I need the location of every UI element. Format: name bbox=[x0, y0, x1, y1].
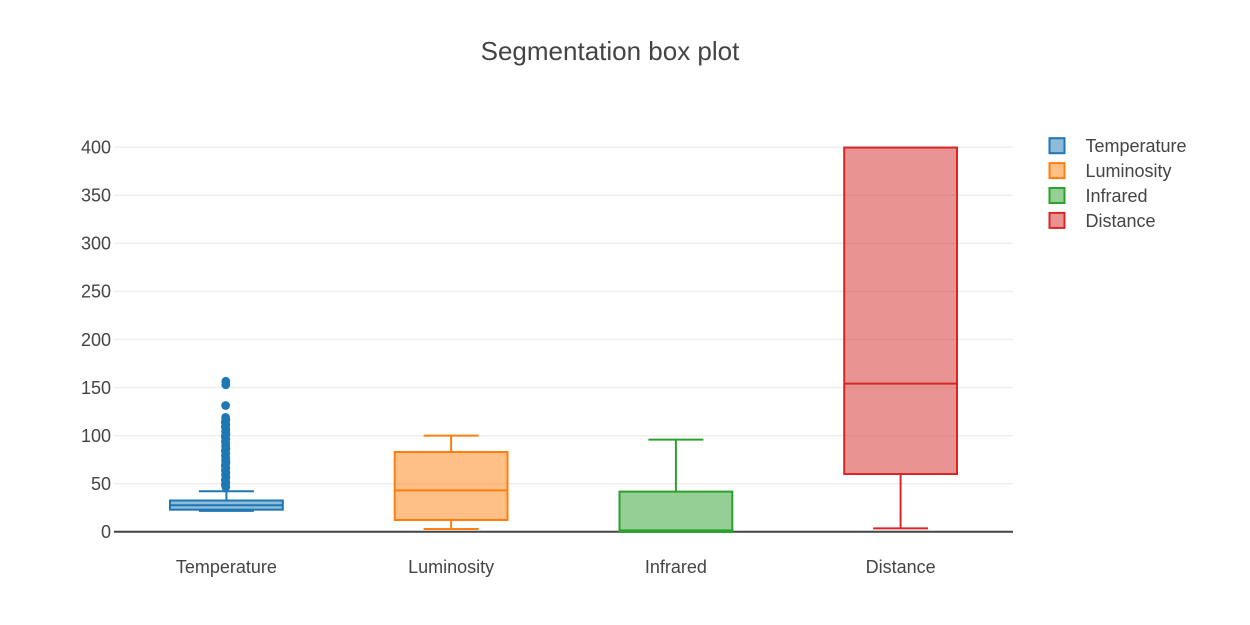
svg-text:300: 300 bbox=[81, 234, 111, 254]
svg-text:250: 250 bbox=[81, 282, 111, 302]
svg-text:100: 100 bbox=[81, 426, 111, 446]
svg-text:200: 200 bbox=[81, 330, 111, 350]
svg-text:Segmentation box plot: Segmentation box plot bbox=[481, 36, 741, 66]
svg-text:Infrared: Infrared bbox=[645, 557, 707, 577]
svg-text:350: 350 bbox=[81, 186, 111, 206]
svg-text:0: 0 bbox=[101, 522, 111, 542]
svg-text:50: 50 bbox=[91, 474, 111, 494]
svg-text:Distance: Distance bbox=[1086, 211, 1156, 231]
svg-text:Infrared: Infrared bbox=[1086, 186, 1148, 206]
svg-text:Temperature: Temperature bbox=[1086, 136, 1187, 156]
svg-text:400: 400 bbox=[81, 137, 111, 157]
svg-text:Distance: Distance bbox=[866, 557, 936, 577]
svg-text:Temperature: Temperature bbox=[176, 557, 277, 577]
svg-text:150: 150 bbox=[81, 378, 111, 398]
svg-text:Luminosity: Luminosity bbox=[1086, 161, 1172, 181]
svg-text:Luminosity: Luminosity bbox=[408, 557, 494, 577]
